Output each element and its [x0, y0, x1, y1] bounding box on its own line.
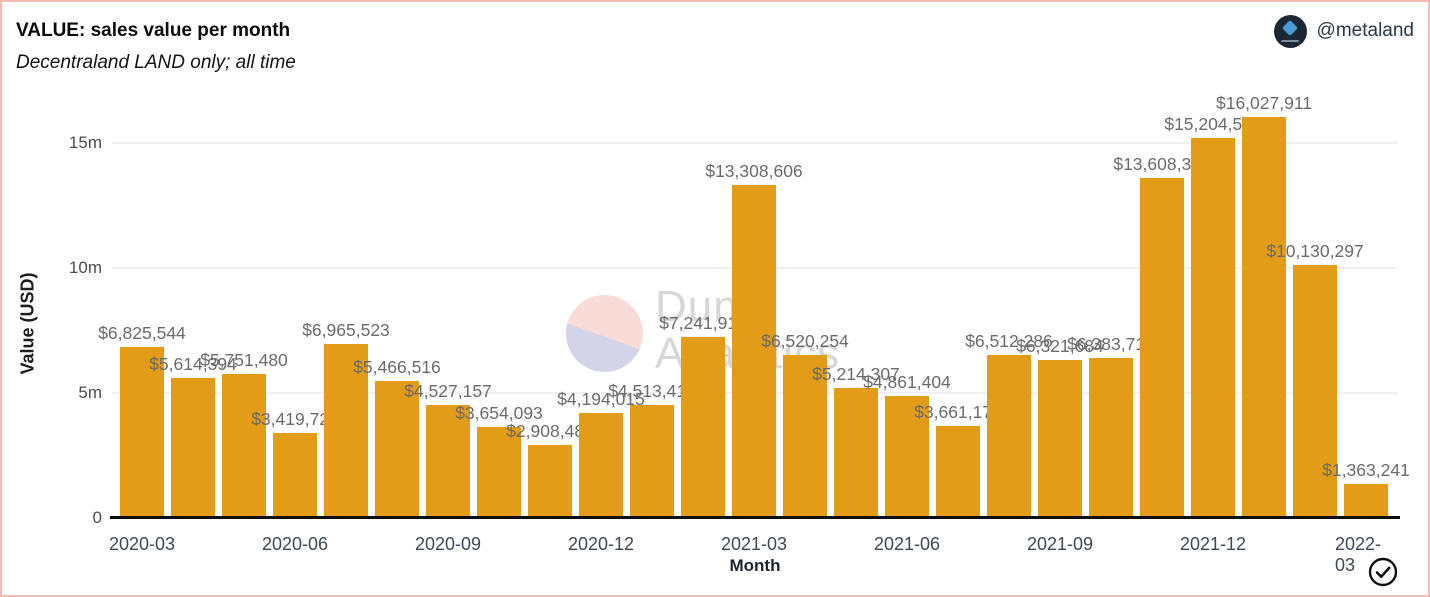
- bar-value-label: $4,194,015: [557, 389, 645, 410]
- bar[interactable]: [681, 336, 725, 518]
- bar[interactable]: [324, 343, 368, 518]
- bar-value-label: $4,513,412: [608, 381, 696, 402]
- y-tick-label: 10m: [68, 258, 102, 277]
- bar-value-label: $6,321,684: [1016, 335, 1104, 356]
- dune-watermark-logo-icon: [566, 295, 643, 372]
- bar[interactable]: [1344, 483, 1388, 518]
- bar[interactable]: [936, 426, 980, 518]
- x-tick-label: 2020-06: [261, 534, 329, 554]
- bar[interactable]: [732, 185, 776, 518]
- author-chip[interactable]: @metaland: [1273, 13, 1414, 49]
- bar-value-label: $4,861,404: [863, 372, 951, 393]
- bar-value-label: $4,527,157: [404, 380, 492, 401]
- bar[interactable]: [1140, 177, 1184, 518]
- x-tick-label: 2020-09: [414, 534, 482, 554]
- x-tick-label: 2020-03: [108, 534, 176, 554]
- bar-value-label: $7,241,912: [659, 312, 747, 333]
- bar-value-label: $1,363,241: [1322, 459, 1410, 480]
- y-tick-label: 15m: [68, 133, 102, 152]
- y-tick-label: 5m: [78, 383, 102, 402]
- bar-value-label: $3,419,721: [251, 408, 339, 429]
- gridline: [112, 142, 1398, 144]
- x-tick-label: 2020-12: [567, 534, 635, 554]
- chart-subtitle: Decentraland LAND only; all time: [16, 52, 296, 73]
- bar-value-label: $6,512,286: [965, 331, 1053, 352]
- bar-value-label: $13,308,606: [705, 161, 803, 182]
- bar[interactable]: [834, 387, 878, 518]
- bar-value-label: $5,751,480: [200, 350, 288, 371]
- x-axis-line: [110, 516, 1400, 519]
- bar-value-label: $5,614,394: [149, 353, 237, 374]
- bar-value-label: $16,027,911: [1215, 93, 1313, 114]
- x-tick-label: 2021-12: [1179, 534, 1247, 554]
- bar[interactable]: [477, 426, 521, 518]
- author-handle: @metaland: [1316, 20, 1414, 41]
- bar[interactable]: [120, 347, 164, 518]
- bar[interactable]: [630, 405, 674, 518]
- bar-value-label: $10,130,297: [1266, 240, 1364, 261]
- bar-value-label: $13,608,320: [1113, 153, 1211, 174]
- bar[interactable]: [783, 354, 827, 518]
- bar[interactable]: [171, 377, 215, 518]
- bar[interactable]: [426, 404, 470, 518]
- bar-value-label: $6,825,544: [98, 323, 186, 344]
- bar-value-label: $6,383,712: [1067, 334, 1155, 355]
- x-tick-label: 2021-09: [1026, 534, 1094, 554]
- bar[interactable]: [528, 445, 572, 518]
- bar[interactable]: [1293, 264, 1337, 518]
- bar-value-label: $6,965,523: [302, 319, 390, 340]
- avatar-tagline-mark: [1281, 39, 1300, 42]
- bar[interactable]: [1191, 137, 1235, 518]
- check-circle-icon[interactable]: [1366, 555, 1400, 589]
- bar[interactable]: [579, 413, 623, 518]
- bar[interactable]: [222, 374, 266, 518]
- bar-value-label: $5,466,516: [353, 357, 441, 378]
- bar[interactable]: [1038, 359, 1082, 518]
- x-tick-label: 2021-03: [720, 534, 788, 554]
- chart-title: VALUE: sales value per month: [16, 20, 291, 41]
- bar[interactable]: [1089, 358, 1133, 518]
- bar-value-label: $15,204,560: [1164, 113, 1262, 134]
- bar[interactable]: [987, 355, 1031, 518]
- metaland-avatar-icon: [1273, 14, 1307, 48]
- bar[interactable]: [273, 432, 317, 518]
- bar-value-label: $3,661,175: [914, 402, 1002, 423]
- x-axis-title: Month: [729, 556, 781, 575]
- bar-value-label: $5,214,307: [812, 363, 900, 384]
- bar[interactable]: [885, 396, 929, 518]
- x-tick-label: 2021-06: [873, 534, 941, 554]
- bar[interactable]: [1242, 117, 1286, 518]
- bar[interactable]: [375, 381, 419, 518]
- bar-value-label: $2,908,482: [506, 421, 594, 442]
- bar-value-label: $6,520,254: [761, 330, 849, 351]
- x-tick-label: 2022-03: [1335, 534, 1382, 575]
- y-tick-label: 0: [92, 508, 102, 527]
- bar-value-label: $3,654,093: [455, 402, 543, 423]
